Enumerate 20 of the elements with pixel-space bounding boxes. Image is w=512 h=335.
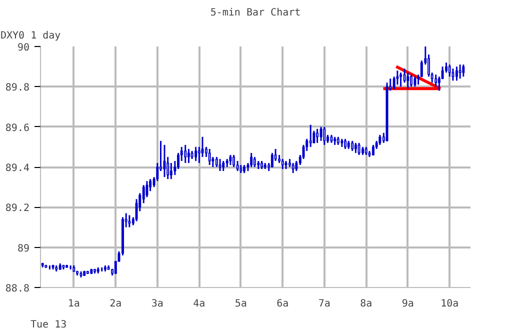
x-tick-label: 10a [440,298,459,310]
y-tick-label: 89.8 [5,82,30,94]
x-tick-label: 1a [68,298,80,310]
chart-title: 5-min Bar Chart [210,8,301,18]
x-tick-label: 6a [276,298,289,310]
x-tick-label: 5a [234,298,247,310]
y-tick-label: 89.6 [5,122,30,134]
x-tick-label: 8a [360,298,372,310]
y-tick-label: 89 [17,243,30,254]
y-tick-label: 88.8 [5,284,30,294]
y-tick-label: 89.2 [5,203,30,214]
x-tick-label: 7a [318,298,330,310]
x-tick-label: 2a [110,298,122,310]
text: Tue 13 [30,320,67,330]
x-tick-label: 4a [193,298,206,310]
x-tick-label: 3a [151,298,164,310]
y-tick-label: 90 [17,42,30,54]
y-tick-label: 89.4 [5,163,30,174]
x-tick-label: 9a [402,298,414,310]
chart-subtitle: DXY0 1 day [0,30,61,42]
